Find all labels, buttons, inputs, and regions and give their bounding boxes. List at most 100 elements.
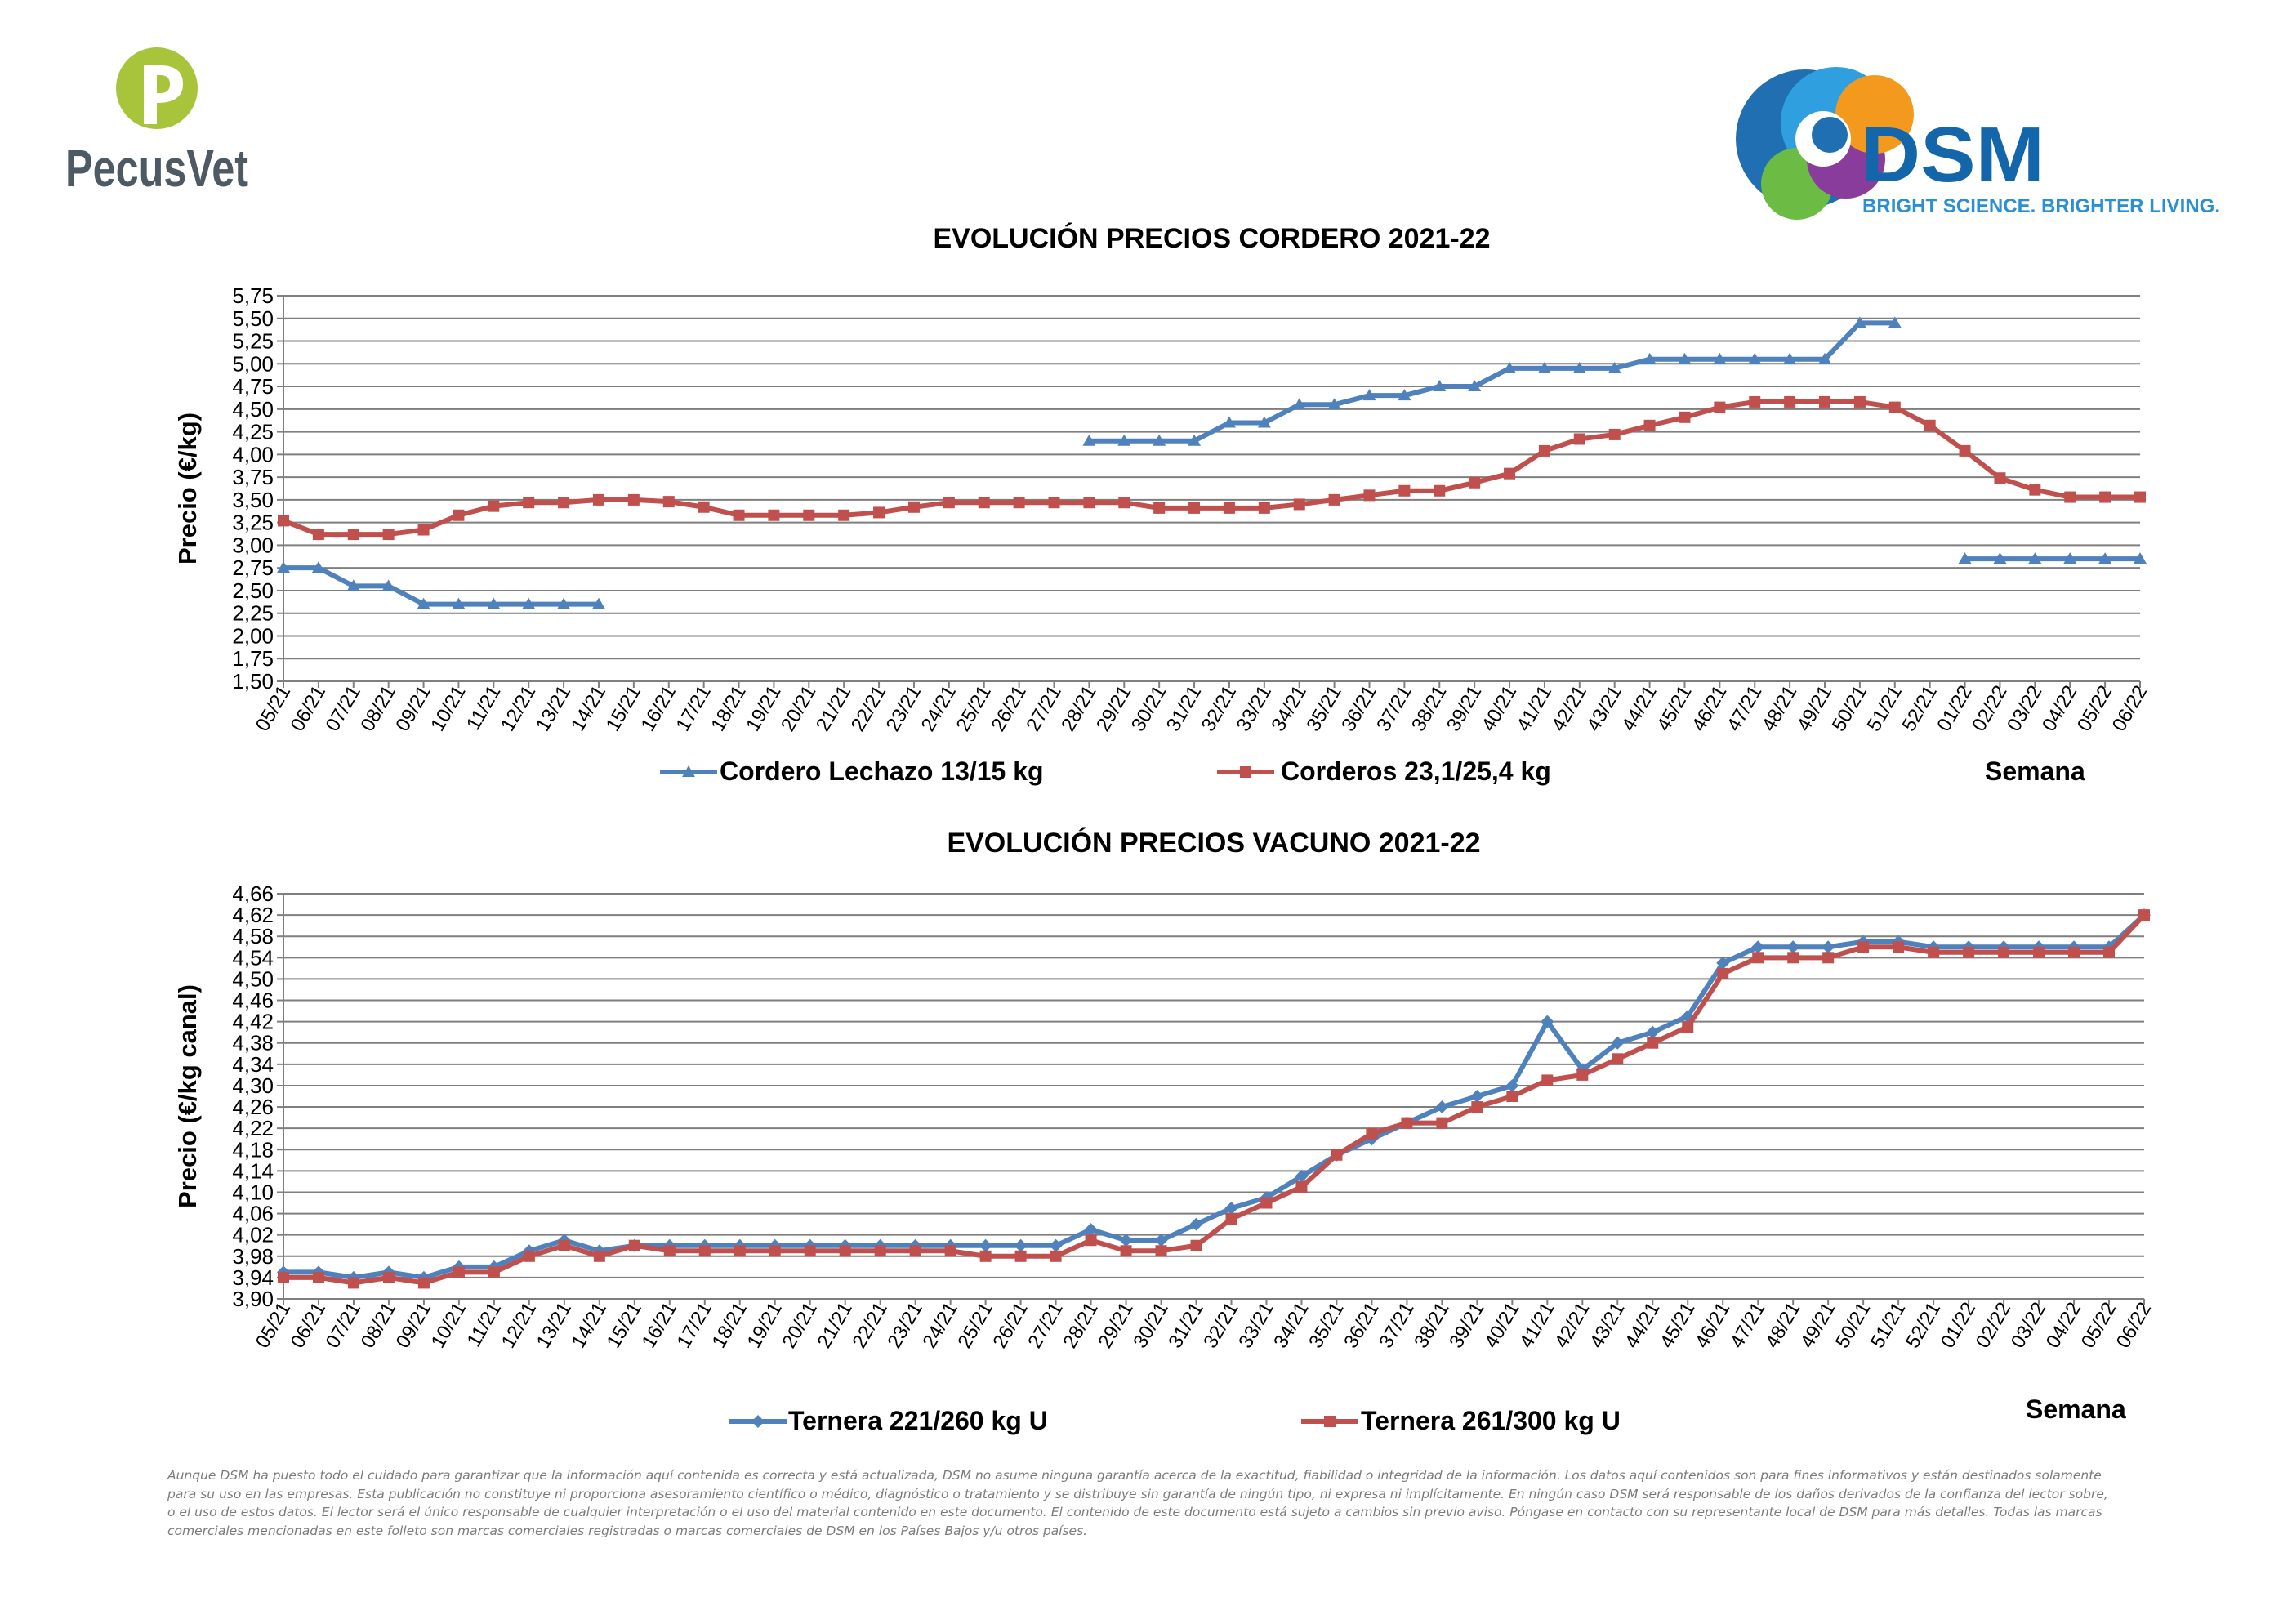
data-point — [627, 493, 640, 506]
data-point — [1293, 498, 1305, 511]
x-tick-label: 16/21 — [637, 682, 680, 736]
data-point — [1398, 484, 1411, 497]
x-tick-label: 23/21 — [883, 1299, 926, 1353]
x-tick-label: 05/22 — [2077, 1299, 2120, 1353]
y-tick-label: 2,25 — [232, 601, 274, 626]
legend-swatch-marker — [751, 1415, 765, 1428]
data-point — [907, 501, 920, 513]
data-point — [978, 497, 990, 509]
data-point — [1646, 1025, 1660, 1039]
x-tick-label: 38/21 — [1410, 1299, 1453, 1353]
data-point — [1679, 411, 1691, 423]
data-point — [1822, 940, 1835, 954]
x-tick-label: 46/21 — [1688, 682, 1731, 736]
x-tick-label: 33/21 — [1233, 682, 1276, 736]
x-tick-label: 43/21 — [1585, 1299, 1629, 1353]
x-tick-label: 30/21 — [1129, 1299, 1172, 1353]
y-axis-label: Precio (€/kg) — [173, 413, 202, 564]
x-tick-label: 09/21 — [392, 1299, 435, 1353]
x-tick-label: 08/21 — [357, 1299, 400, 1353]
x-tick-label: 52/21 — [1902, 1299, 1945, 1353]
data-point — [1963, 946, 1975, 958]
data-point — [663, 1245, 676, 1257]
data-point — [1853, 395, 1866, 408]
legend-entry-1: Cordero Lechazo 13/15 kg — [660, 756, 1044, 786]
data-point — [2063, 552, 2077, 564]
x-tick-label: 10/21 — [427, 1299, 470, 1353]
data-point — [1327, 398, 1341, 410]
x-tick-label: 21/21 — [813, 1299, 856, 1353]
y-tick-label: 3,50 — [232, 488, 274, 512]
x-tick-label: 41/21 — [1515, 1299, 1558, 1353]
data-point — [1153, 434, 1166, 446]
data-point — [1608, 428, 1621, 440]
series-line — [282, 399, 2140, 538]
y-tick-label: 4,02 — [232, 1223, 274, 1247]
series-line — [283, 913, 2147, 1286]
data-point — [804, 1245, 816, 1257]
x-tick-label: 21/21 — [812, 682, 855, 736]
y-tick-label: 5,75 — [232, 283, 274, 308]
data-point — [1190, 1239, 1202, 1251]
x-tick-label: 07/21 — [322, 682, 365, 736]
data-point — [1049, 1238, 1063, 1252]
data-point — [1154, 1234, 1168, 1247]
x-tick-label: 39/21 — [1445, 1299, 1488, 1353]
y-tick-label: 4,06 — [232, 1202, 274, 1226]
x-tick-label: 20/21 — [777, 682, 820, 736]
data-point — [1537, 361, 1551, 373]
legend-swatch-marker — [682, 765, 695, 777]
data-point — [278, 1271, 289, 1283]
x-tick-label: 37/21 — [1375, 1299, 1418, 1353]
data-point — [2134, 491, 2146, 503]
data-point — [909, 1245, 921, 1257]
data-point — [1717, 967, 1729, 979]
x-tick-label: 38/21 — [1407, 682, 1451, 736]
series-1 — [277, 316, 2147, 609]
y-tick-label: 4,54 — [232, 945, 274, 970]
data-point — [1469, 476, 1481, 489]
x-tick-label: 40/21 — [1480, 1299, 1523, 1353]
data-point — [1928, 946, 1940, 958]
y-tick-label: 5,50 — [232, 306, 274, 331]
legend-label: Cordero Lechazo 13/15 kg — [720, 756, 1044, 786]
x-tick-label: 51/21 — [1863, 682, 1906, 736]
x-tick-label: 27/21 — [1023, 1299, 1067, 1353]
x-tick-label: 14/21 — [568, 1299, 611, 1353]
x-tick-label: 31/21 — [1164, 1299, 1207, 1353]
data-point — [1328, 493, 1340, 506]
data-point — [1749, 395, 1761, 408]
data-point — [1787, 952, 1799, 964]
data-point — [593, 1250, 605, 1262]
data-point — [2033, 946, 2045, 958]
x-tick-label: 43/21 — [1582, 682, 1625, 736]
data-point — [1258, 502, 1270, 514]
data-point — [1541, 1074, 1554, 1086]
x-tick-label: 52/21 — [1897, 682, 1941, 736]
series-2 — [278, 395, 2146, 541]
y-tick-label: 4,22 — [232, 1116, 274, 1140]
x-tick-label: 02/22 — [1968, 682, 2011, 736]
data-point — [381, 579, 395, 591]
data-point — [944, 1245, 956, 1257]
dsm-logo: DSM BRIGHT SCIENCE. BRIGHTER LIVING. — [1736, 67, 2220, 220]
x-axis-label: Semana — [2026, 1394, 2126, 1424]
legend-swatch-marker — [1240, 766, 1251, 778]
data-point — [873, 506, 885, 519]
data-point — [1189, 1217, 1203, 1231]
data-point — [1433, 380, 1447, 392]
data-point — [1436, 1117, 1448, 1129]
x-tick-label: 01/22 — [1933, 682, 1976, 736]
data-point — [1435, 1100, 1449, 1114]
x-tick-label: 49/21 — [1796, 1299, 1839, 1353]
data-point — [2098, 552, 2112, 564]
legend-label: Corderos 23,1/25,4 kg — [1281, 756, 1551, 786]
x-tick-label: 17/21 — [673, 1299, 716, 1353]
x-tick-label: 46/21 — [1691, 1299, 1734, 1353]
data-point — [311, 561, 325, 573]
data-point — [1506, 1091, 1518, 1102]
y-tick-label: 4,18 — [232, 1137, 274, 1162]
data-point — [1013, 497, 1025, 509]
data-point — [1504, 467, 1516, 480]
y-axis-label: Precio (€/kg canal) — [173, 984, 202, 1208]
